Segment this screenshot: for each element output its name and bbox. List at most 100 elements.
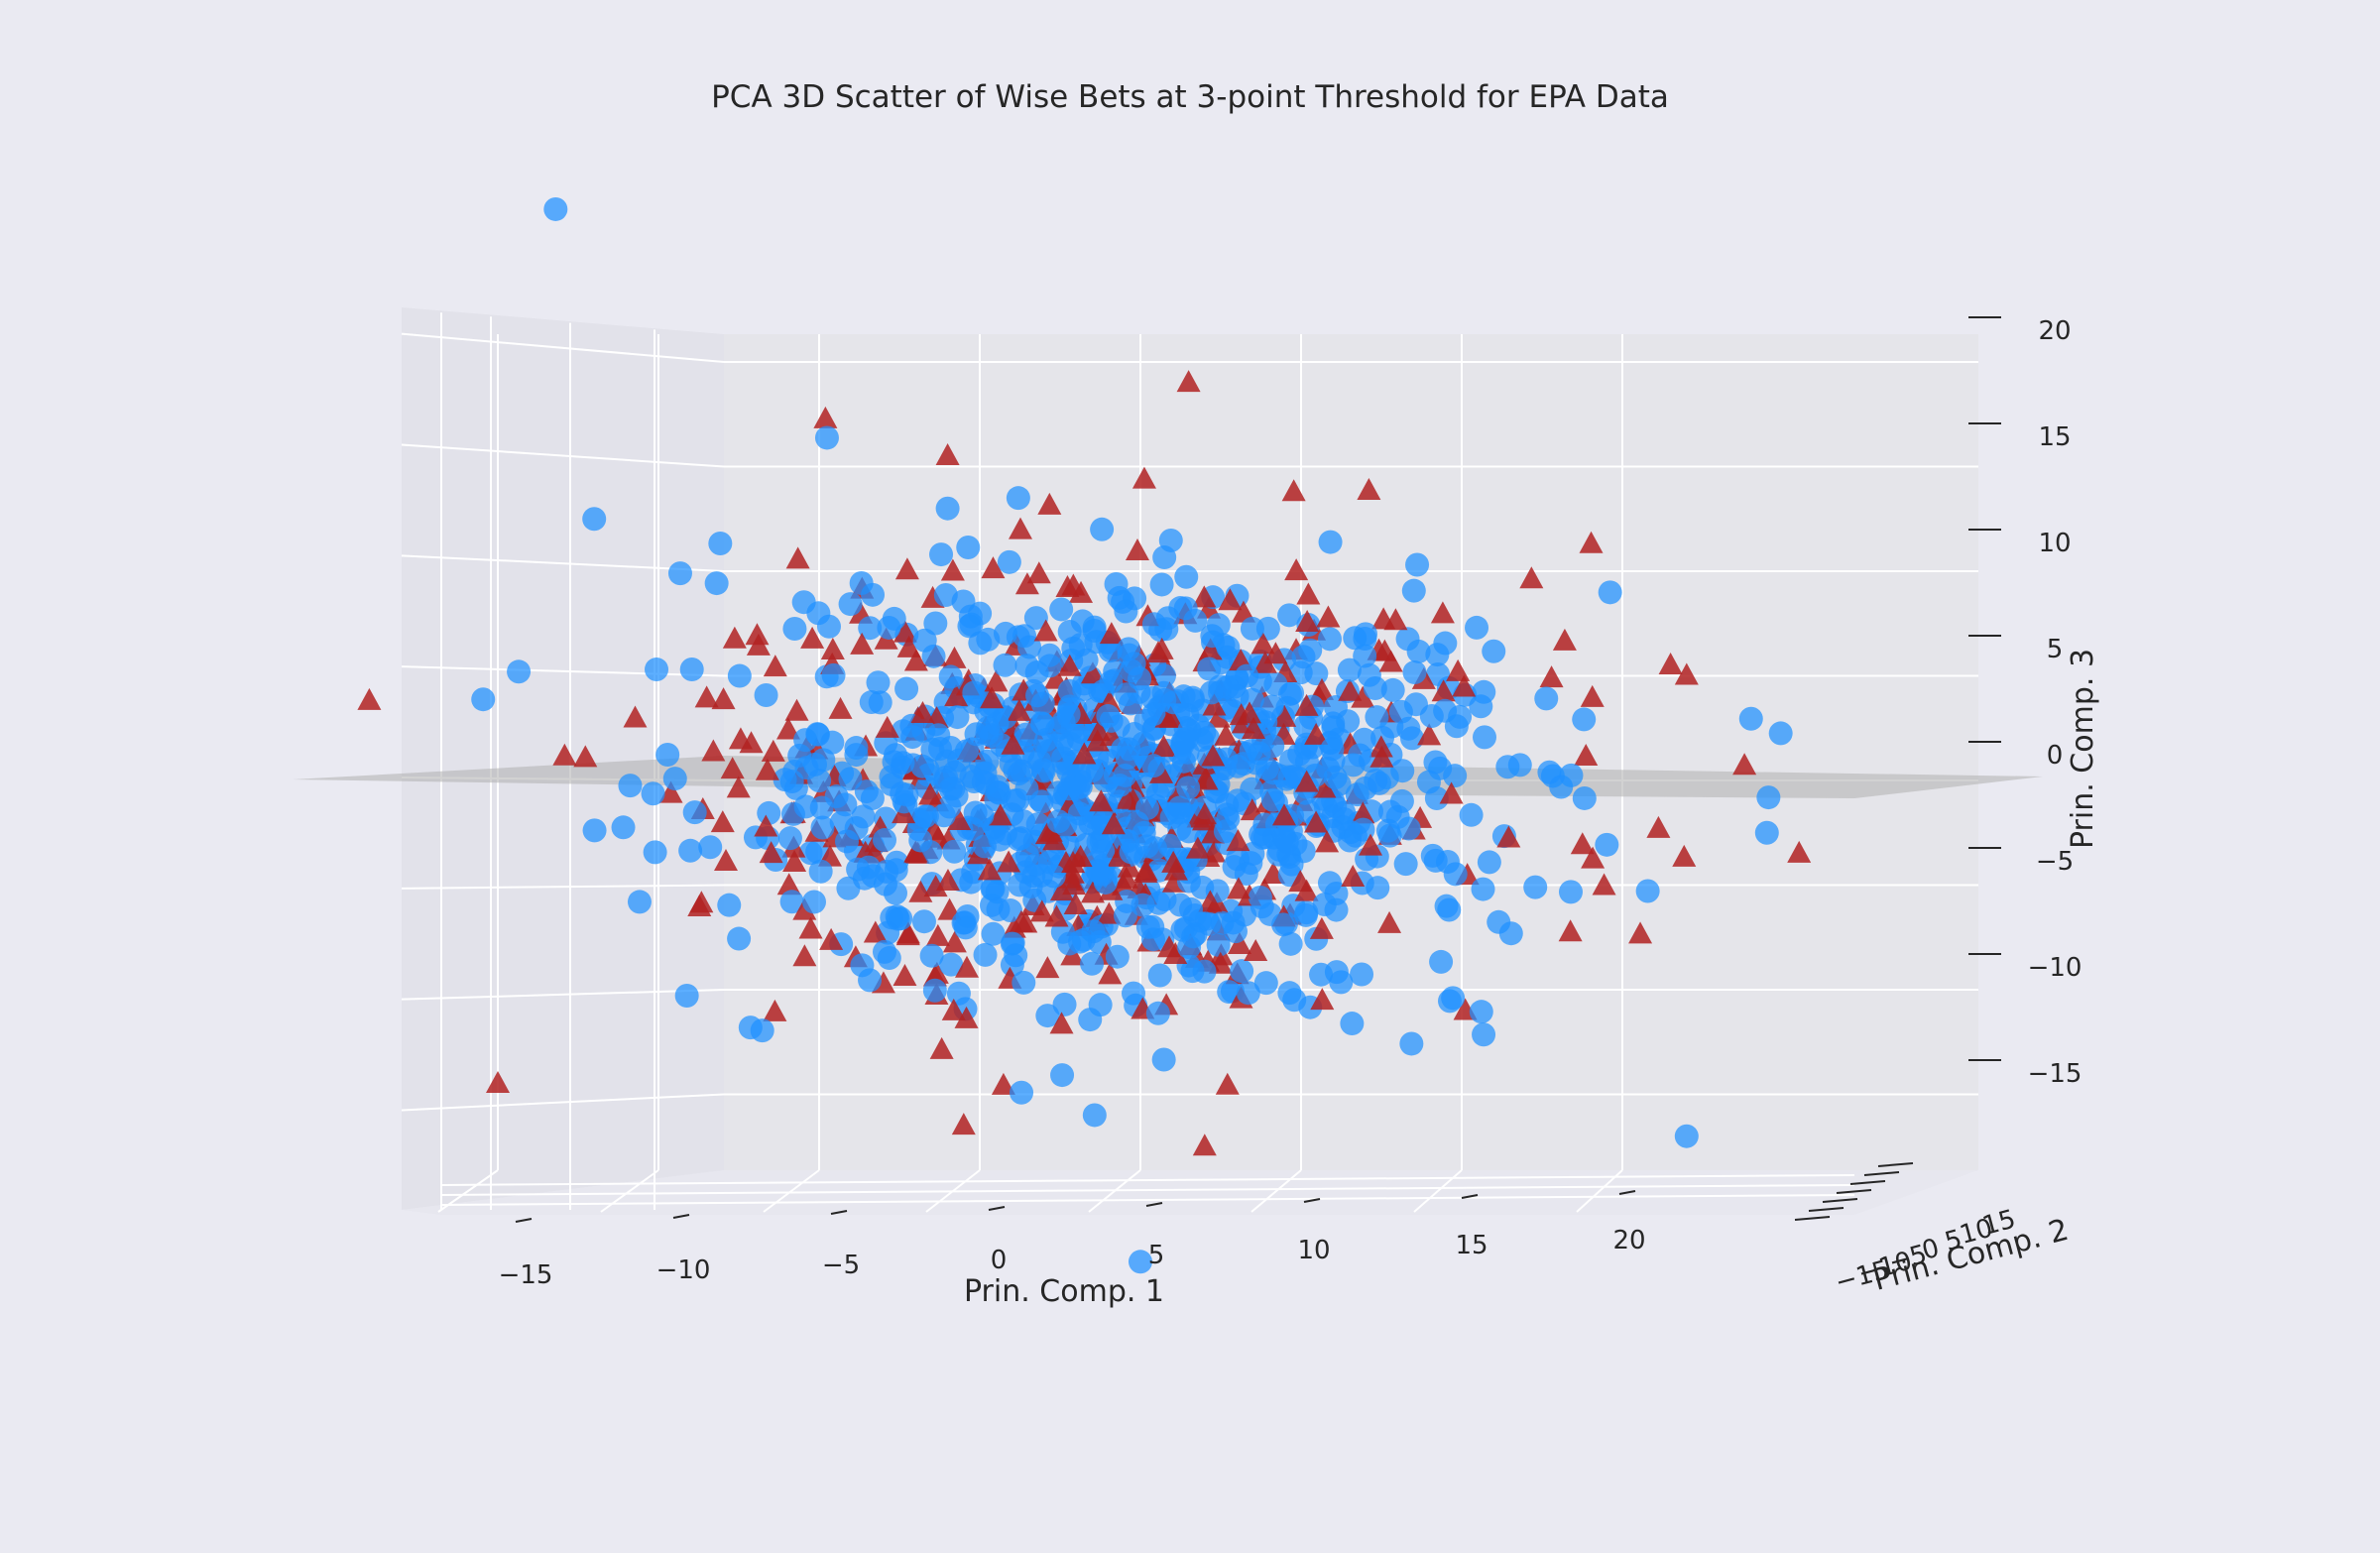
z-tick-label: −10 bbox=[2028, 953, 2082, 983]
scatter-point-circle bbox=[1364, 769, 1388, 793]
scatter-point-circle bbox=[1055, 833, 1080, 858]
scatter-point-circle bbox=[1405, 552, 1430, 577]
scatter-point-triangle bbox=[935, 868, 960, 891]
scatter-point-triangle bbox=[954, 955, 979, 978]
scatter-point-triangle bbox=[792, 944, 817, 967]
scatter-point-triangle bbox=[1316, 605, 1341, 628]
scatter-point-circle bbox=[860, 785, 885, 810]
scatter-point-circle bbox=[1197, 657, 1222, 681]
scatter-point-circle bbox=[884, 858, 908, 883]
scatter-point-circle bbox=[921, 644, 946, 668]
scatter-point-circle bbox=[986, 775, 1011, 799]
scatter-point-circle bbox=[1434, 894, 1459, 918]
scatter-point-circle bbox=[1217, 980, 1242, 1005]
scatter-point-triangle bbox=[1099, 622, 1124, 645]
scatter-point-triangle bbox=[954, 1006, 979, 1028]
scatter-point-triangle bbox=[1674, 662, 1699, 685]
scatter-point-triangle bbox=[1732, 753, 1757, 776]
scatter-point-triangle bbox=[755, 758, 779, 780]
scatter-point-circle bbox=[929, 542, 954, 567]
scatter-point-circle bbox=[1052, 992, 1077, 1016]
scatter-point-triangle bbox=[895, 923, 920, 946]
scatter-point-triangle bbox=[1037, 492, 1062, 515]
scatter-point-circle bbox=[1337, 657, 1362, 682]
scatter-point-circle bbox=[988, 827, 1012, 852]
scatter-point-circle bbox=[471, 687, 496, 712]
scatter-point-triangle bbox=[1009, 909, 1033, 932]
scatter-point-circle bbox=[1443, 862, 1468, 887]
scatter-point-circle bbox=[1298, 638, 1323, 662]
x-tick-mark bbox=[1145, 1202, 1163, 1207]
scatter-point-triangle bbox=[1218, 588, 1243, 611]
floor-grid-line bbox=[600, 1169, 659, 1213]
scatter-point-circle bbox=[816, 614, 841, 639]
scatter-point-circle bbox=[1014, 654, 1039, 678]
scatter-point-circle bbox=[507, 659, 532, 684]
scatter-point-triangle bbox=[1351, 801, 1375, 824]
scatter-point-triangle bbox=[1061, 573, 1086, 596]
scatter-point-circle bbox=[1080, 759, 1105, 783]
scatter-point-circle bbox=[1173, 596, 1198, 621]
scatter-point-triangle bbox=[1080, 661, 1105, 684]
scatter-point-triangle bbox=[726, 776, 751, 798]
scatter-point-triangle bbox=[784, 698, 809, 721]
scatter-point-triangle bbox=[942, 646, 967, 668]
scatter-point-triangle bbox=[1202, 693, 1227, 716]
scatter-point-circle bbox=[1350, 962, 1374, 987]
scatter-point-triangle bbox=[1570, 832, 1595, 855]
scatter-point-circle bbox=[1495, 755, 1520, 779]
y-tick-mark bbox=[1849, 1180, 1886, 1185]
side-grid-line bbox=[401, 665, 725, 677]
scatter-point-circle bbox=[1049, 597, 1074, 622]
scatter-point-circle bbox=[782, 617, 807, 642]
scatter-point-circle bbox=[678, 838, 703, 863]
scatter-point-triangle bbox=[1226, 829, 1250, 852]
scatter-point-circle bbox=[872, 939, 896, 964]
scatter-point-circle bbox=[655, 743, 680, 768]
scatter-point-circle bbox=[1420, 843, 1445, 868]
x-tick-label: −5 bbox=[822, 1251, 860, 1280]
scatter-point-circle bbox=[1023, 606, 1048, 631]
scatter-point-triangle bbox=[552, 743, 577, 766]
scatter-point-circle bbox=[1443, 764, 1468, 788]
scatter-point-triangle bbox=[828, 696, 853, 719]
x-tick-label: 5 bbox=[1148, 1241, 1165, 1270]
z-axis-label: Prin. Comp. 3 bbox=[2066, 649, 2100, 849]
scatter-point-circle bbox=[844, 743, 869, 768]
scatter-point-triangle bbox=[1288, 870, 1313, 893]
side-grid-line bbox=[401, 884, 725, 890]
scatter-point-triangle bbox=[1304, 810, 1329, 833]
scatter-point-circle bbox=[1178, 896, 1203, 921]
scatter-point-circle bbox=[808, 859, 833, 884]
scatter-point-circle bbox=[1756, 785, 1781, 810]
scatter-point-circle bbox=[910, 754, 935, 778]
scatter-point-circle bbox=[757, 800, 781, 825]
scatter-point-circle bbox=[1317, 627, 1342, 652]
scatter-point-circle bbox=[777, 826, 802, 851]
scatter-point-triangle bbox=[1309, 677, 1334, 700]
scatter-point-triangle bbox=[1558, 919, 1583, 942]
scatter-point-triangle bbox=[1310, 988, 1335, 1011]
scatter-point-triangle bbox=[1194, 768, 1219, 790]
scatter-point-circle bbox=[850, 953, 875, 978]
scatter-point-circle bbox=[667, 561, 692, 586]
x-tick-label: −10 bbox=[656, 1255, 711, 1285]
scatter-point-circle bbox=[1318, 530, 1343, 554]
scatter-point-circle bbox=[1180, 688, 1205, 713]
scatter-point-circle bbox=[931, 803, 956, 828]
scatter-point-circle bbox=[1161, 690, 1186, 715]
scatter-point-triangle bbox=[941, 998, 966, 1020]
scatter-point-circle bbox=[750, 1018, 774, 1043]
scatter-point-circle bbox=[1252, 812, 1277, 837]
scatter-point-triangle bbox=[1592, 873, 1616, 896]
scatter-point-triangle bbox=[701, 739, 726, 762]
z-tick-label: −15 bbox=[2028, 1059, 2082, 1089]
scatter-point-triangle bbox=[1049, 1012, 1074, 1034]
scatter-point-circle bbox=[1181, 924, 1206, 949]
x-tick-mark bbox=[830, 1210, 848, 1215]
side-grid-line bbox=[401, 1093, 725, 1112]
scatter-point-triangle bbox=[1007, 698, 1031, 721]
scatter-point-triangle bbox=[658, 780, 683, 803]
scatter-point-triangle bbox=[1312, 776, 1337, 798]
scatter-point-circle bbox=[1000, 931, 1024, 956]
